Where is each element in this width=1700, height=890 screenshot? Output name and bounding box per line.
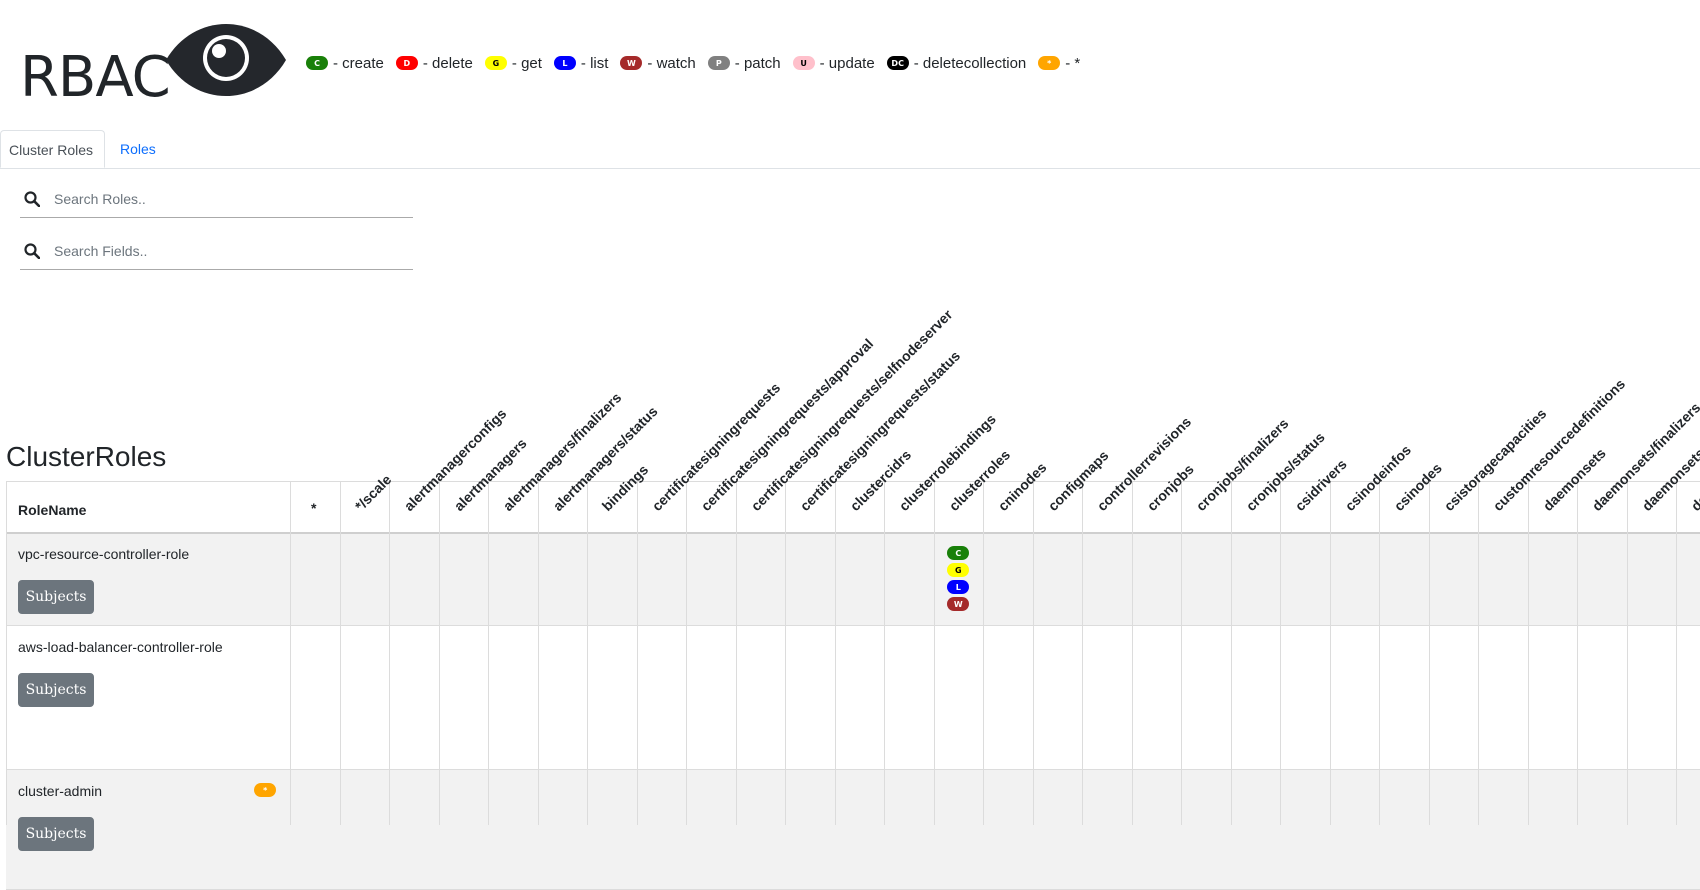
legend-item: P - patch xyxy=(707,54,781,72)
column-header: bindings xyxy=(598,461,652,514)
legend-item: * - * xyxy=(1038,55,1080,72)
tab-cluster-roles[interactable]: Cluster Roles xyxy=(0,130,105,168)
permission-badge: W xyxy=(947,597,970,611)
permission-badge: * xyxy=(1038,56,1061,70)
permission-badge: L xyxy=(553,56,576,70)
table-divider xyxy=(6,532,1700,534)
table-divider xyxy=(1330,481,1331,825)
legend-label: - patch xyxy=(734,54,781,72)
search-icon xyxy=(24,243,40,259)
column-header: * xyxy=(311,500,317,516)
search-roles-input[interactable] xyxy=(52,190,386,208)
legend-label: - deletecollection xyxy=(913,54,1027,72)
table-divider xyxy=(934,481,935,825)
table-divider xyxy=(1379,481,1380,825)
subjects-button[interactable]: Subjects xyxy=(18,580,94,614)
table-row xyxy=(6,532,1700,625)
table-divider xyxy=(1132,481,1133,825)
legend-item: C - create xyxy=(306,55,384,72)
table-divider xyxy=(439,481,440,825)
table-divider xyxy=(637,481,638,825)
permission-badge: P xyxy=(707,56,730,70)
table-divider xyxy=(1082,481,1083,825)
permission-badge: D xyxy=(395,56,418,70)
table-divider xyxy=(1676,481,1677,825)
legend-item: DC - deletecollection xyxy=(886,54,1027,72)
app-title: RBAC xyxy=(20,45,171,110)
legend-item: D - delete xyxy=(395,54,473,72)
column-header: cronjobs/finalizers xyxy=(1192,415,1292,514)
table-divider xyxy=(1627,481,1628,825)
permission-badge: W xyxy=(620,56,643,70)
table-divider xyxy=(290,481,291,825)
table-divider xyxy=(340,481,341,825)
legend-item: G - get xyxy=(484,54,542,72)
rolename-header: RoleName xyxy=(18,502,87,518)
table-row xyxy=(6,625,1700,769)
legend-label: - create xyxy=(333,54,384,72)
subjects-button[interactable]: Subjects xyxy=(18,673,94,707)
permission-badge: L xyxy=(947,580,970,594)
table-divider xyxy=(983,481,984,825)
legend-label: - list xyxy=(580,54,609,72)
column-header: cronjobs xyxy=(1143,460,1197,514)
section-title: ClusterRoles xyxy=(6,441,167,472)
tab-roles[interactable]: Roles xyxy=(120,141,156,157)
legend-item: L - list xyxy=(553,54,609,72)
permission-badge: * xyxy=(254,783,277,797)
permission-badge: G xyxy=(947,563,970,577)
table-divider xyxy=(587,481,588,825)
search-icon xyxy=(24,191,40,207)
permission-badge: C xyxy=(306,56,328,70)
table-divider xyxy=(1528,481,1529,825)
table-divider xyxy=(1478,481,1479,825)
table-divider xyxy=(6,481,7,825)
table-divider xyxy=(736,481,737,825)
table-divider xyxy=(488,481,489,825)
table-divider xyxy=(1181,481,1182,825)
table-divider xyxy=(1280,481,1281,825)
legend-label: - * xyxy=(1065,54,1081,72)
permission-cell: * xyxy=(241,783,291,800)
permission-badge: U xyxy=(792,56,815,70)
search-fields-box xyxy=(20,233,413,270)
table-divider xyxy=(6,481,1700,482)
role-name: cluster-admin xyxy=(18,783,103,799)
table-divider xyxy=(1231,481,1232,825)
table-divider xyxy=(835,481,836,825)
table-divider xyxy=(6,625,1700,626)
table-divider xyxy=(1429,481,1430,825)
permission-badge: C xyxy=(947,546,970,560)
legend-label: - update xyxy=(819,54,875,72)
column-header: certificatesigningrequests/approval xyxy=(697,335,877,514)
eye-icon xyxy=(166,24,286,96)
column-header: controllerrevisions xyxy=(1093,413,1195,514)
permission-badge: DC xyxy=(886,56,909,70)
search-fields-input[interactable] xyxy=(52,242,386,260)
table-divider xyxy=(884,481,885,825)
role-name: vpc-resource-controller-role xyxy=(18,546,190,562)
legend-item: W - watch xyxy=(620,54,696,72)
table-divider xyxy=(389,481,390,825)
tab-bar: Cluster Roles Roles xyxy=(0,130,1700,169)
subjects-button[interactable]: Subjects xyxy=(18,817,94,851)
table-divider xyxy=(6,769,1700,770)
legend-label: - get xyxy=(511,54,542,72)
role-name: aws-load-balancer-controller-role xyxy=(18,639,223,655)
table-divider xyxy=(1033,481,1034,825)
column-header: */scale xyxy=(351,471,394,514)
permission-badge: G xyxy=(484,56,507,70)
search-roles-box xyxy=(20,181,413,218)
table-divider xyxy=(538,481,539,825)
legend-label: - watch xyxy=(647,54,696,72)
table-divider xyxy=(686,481,687,825)
legend-item: U - update xyxy=(792,54,875,72)
table-divider xyxy=(1577,481,1578,825)
permission-legend: C - create D - delete G - get L - list W - watch P… xyxy=(306,53,1092,73)
legend-label: - delete xyxy=(422,54,473,72)
table-divider xyxy=(785,481,786,825)
